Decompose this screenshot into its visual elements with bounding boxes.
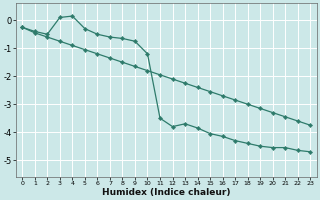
- X-axis label: Humidex (Indice chaleur): Humidex (Indice chaleur): [102, 188, 230, 197]
